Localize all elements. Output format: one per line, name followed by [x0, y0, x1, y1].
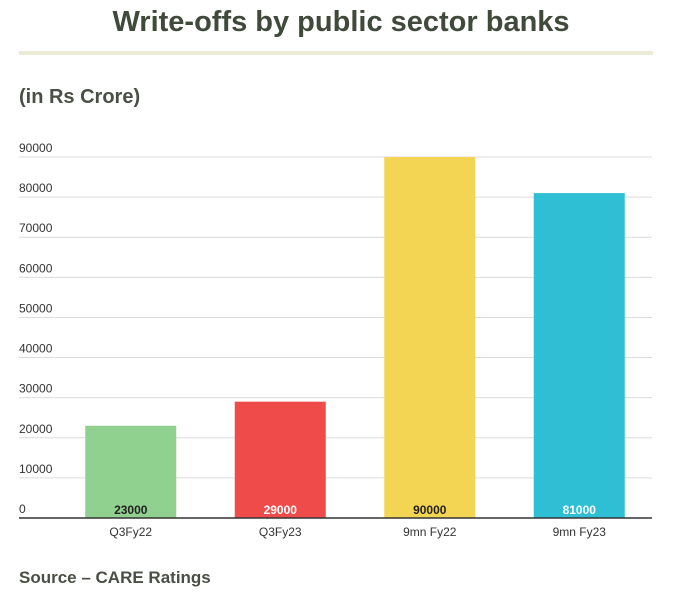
y-tick-label: 20000 — [19, 422, 53, 436]
x-tick-label: Q3Fy22 — [109, 525, 152, 539]
y-tick-label: 50000 — [19, 301, 53, 315]
y-tick-label: 40000 — [19, 342, 53, 356]
data-label: 81000 — [563, 503, 597, 517]
data-label: 29000 — [264, 503, 298, 517]
bars — [85, 157, 625, 518]
bar-3 — [384, 157, 476, 518]
chart-title: Write-offs by public sector banks — [112, 6, 570, 38]
bar-2 — [234, 401, 326, 518]
bar-4 — [533, 193, 625, 518]
bar-1 — [85, 425, 177, 518]
y-tick-label: 10000 — [19, 462, 53, 476]
y-tick-label: 0 — [19, 502, 26, 516]
y-tick-label: 80000 — [19, 181, 53, 195]
bar-chart: 0 10000 20000 30000 40000 50000 60000 70000 8000… — [19, 141, 652, 539]
x-axis-tick-labels: Q3Fy22 Q3Fy23 9mn Fy22 9mn Fy23 — [109, 525, 606, 539]
chart-subtitle: (in Rs Crore) — [19, 86, 141, 108]
x-tick-label: Q3Fy23 — [259, 525, 302, 539]
source-note: Source – CARE Ratings — [19, 568, 211, 587]
y-tick-label: 90000 — [19, 141, 53, 155]
y-tick-label: 70000 — [19, 221, 53, 235]
y-tick-label: 60000 — [19, 261, 53, 275]
y-tick-label: 30000 — [19, 382, 53, 396]
data-labels: 23000 29000 90000 81000 — [114, 503, 596, 517]
data-label: 90000 — [413, 503, 447, 517]
data-label: 23000 — [114, 503, 148, 517]
x-tick-label: 9mn Fy22 — [403, 525, 457, 539]
y-axis-tick-labels: 0 10000 20000 30000 40000 50000 60000 70000 8000… — [19, 141, 53, 516]
x-tick-label: 9mn Fy23 — [553, 525, 607, 539]
title-underline — [19, 51, 653, 55]
